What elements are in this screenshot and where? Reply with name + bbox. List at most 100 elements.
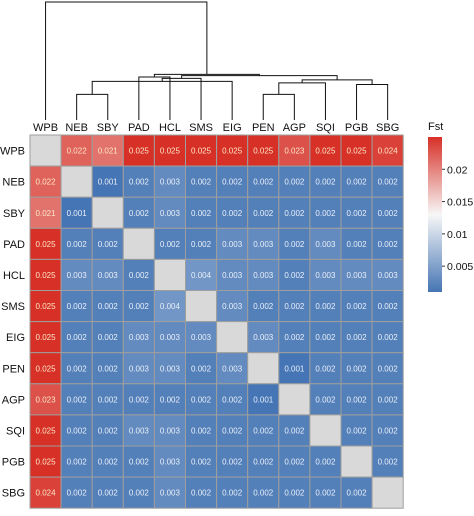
heatmap-cell [371,258,404,291]
legend-tick-label: 0.02 [447,164,468,176]
cell-value-label: 0.025 [36,240,57,249]
heatmap-cell [371,227,404,260]
dendrogram-branch [181,75,338,80]
heatmap-cell [309,134,342,167]
cell-value-label: 0.002 [67,302,88,311]
column-dendrogram [45,1,389,120]
heatmap-cell [29,227,62,260]
cell-value-label: 0.003 [98,271,119,280]
cell-value-label: 0.002 [284,333,305,342]
cell-value-label: 0.002 [347,209,368,218]
row-label: EIG [6,332,25,344]
column-label: PEN [252,122,275,134]
cell-value-label: 0.002 [222,458,243,467]
row-label: PGB [2,457,25,469]
cell-value-label: 0.003 [129,364,150,373]
legend-tick-label: 0.005 [447,261,473,273]
cell-value-label: 0.003 [160,426,181,435]
cell-value-label: 0.001 [98,178,119,187]
heatmap-cell [278,321,311,354]
heatmap-cell [60,445,93,478]
heatmap-cell [247,165,280,198]
cell-value-label: 0.002 [347,489,368,498]
cell-value-label: 0.004 [191,271,212,280]
cell-value-label: 0.003 [315,240,336,249]
heatmap-cell [278,196,311,229]
cell-value-label: 0.002 [67,458,88,467]
cell-value-label: 0.002 [129,302,150,311]
cell-value-label: 0.002 [378,178,399,187]
cell-value-label: 0.022 [36,178,57,187]
cell-value-label: 0.002 [191,209,212,218]
cell-value-label: 0.003 [253,240,274,249]
cell-value-label: 0.002 [378,302,399,311]
heatmap-cell [91,227,124,260]
cell-value-label: 0.002 [378,333,399,342]
cell-value-label: 0.002 [378,458,399,467]
row-label: SBY [3,208,26,220]
cell-value-label: 0.025 [129,147,150,156]
cell-value-label: 0.002 [67,364,88,373]
heatmap-cell [278,414,311,447]
heatmap-cell [247,414,280,447]
dendrogram-branch [278,82,326,120]
cell-value-label: 0.023 [284,147,305,156]
cell-value-label: 0.024 [378,147,399,156]
cell-value-label: 0.001 [253,395,274,404]
heatmap-cell [371,445,404,478]
cell-value-label: 0.025 [347,147,368,156]
cell-value-label: 0.025 [191,147,212,156]
heatmap-cell [309,383,342,416]
cell-value-label: 0.002 [67,395,88,404]
heatmap-cell [122,258,155,291]
color-legend: Fst 0.005 0.01 0.015 0.02 [428,121,473,292]
cell-value-label: 0.002 [129,458,150,467]
heatmap-cell [185,383,218,416]
heatmap-cell [340,445,373,478]
cell-value-label: 0.002 [315,302,336,311]
row-label: AGP [2,394,25,406]
heatmap-cell [278,290,311,323]
cell-value-label: 0.002 [98,302,119,311]
heatmap-cell [278,476,311,509]
heatmap-cells: 0.022 0.021 0.025 0.025 0.025 0.025 0.025 0.023… [29,134,404,509]
heatmap-cell [91,352,124,385]
column-label: EIG [223,122,242,134]
heatmap-cell [247,196,280,229]
cell-value-label: 0.002 [378,364,399,373]
cell-value-label: 0.003 [160,458,181,467]
cell-value-label: 0.002 [98,364,119,373]
cell-value-label: 0.002 [378,426,399,435]
cell-value-label: 0.023 [36,395,57,404]
heatmap-cell [122,414,155,447]
cell-value-label: 0.002 [222,426,243,435]
heatmap-cell [29,476,62,509]
dendrogram-branch [356,84,389,120]
heatmap-cell [216,196,249,229]
heatmap-cell [29,134,62,167]
heatmap-cell [153,196,186,229]
cell-value-label: 0.001 [284,364,305,373]
cell-value-label: 0.002 [315,178,336,187]
dendrogram-branch [262,93,295,120]
heatmap-cell [309,476,342,509]
cell-value-label: 0.003 [253,271,274,280]
cell-value-label: 0.002 [315,458,336,467]
column-label: WPB [33,122,58,134]
heatmap-cell [122,227,155,260]
cell-value-label: 0.002 [67,489,88,498]
cell-value-label: 0.002 [98,395,119,404]
cell-value-label: 0.002 [191,178,212,187]
cell-value-label: 0.025 [36,333,57,342]
heatmap-cell [340,383,373,416]
cell-value-label: 0.025 [36,271,57,280]
column-label: SBG [376,122,399,134]
cell-value-label: 0.002 [98,426,119,435]
cell-value-label: 0.002 [67,333,88,342]
cell-value-label: 0.002 [253,489,274,498]
heatmap-cell [29,321,62,354]
heatmap-cell [247,321,280,354]
row-label: PEN [2,363,25,375]
cell-value-label: 0.002 [191,240,212,249]
cell-value-label: 0.002 [191,458,212,467]
